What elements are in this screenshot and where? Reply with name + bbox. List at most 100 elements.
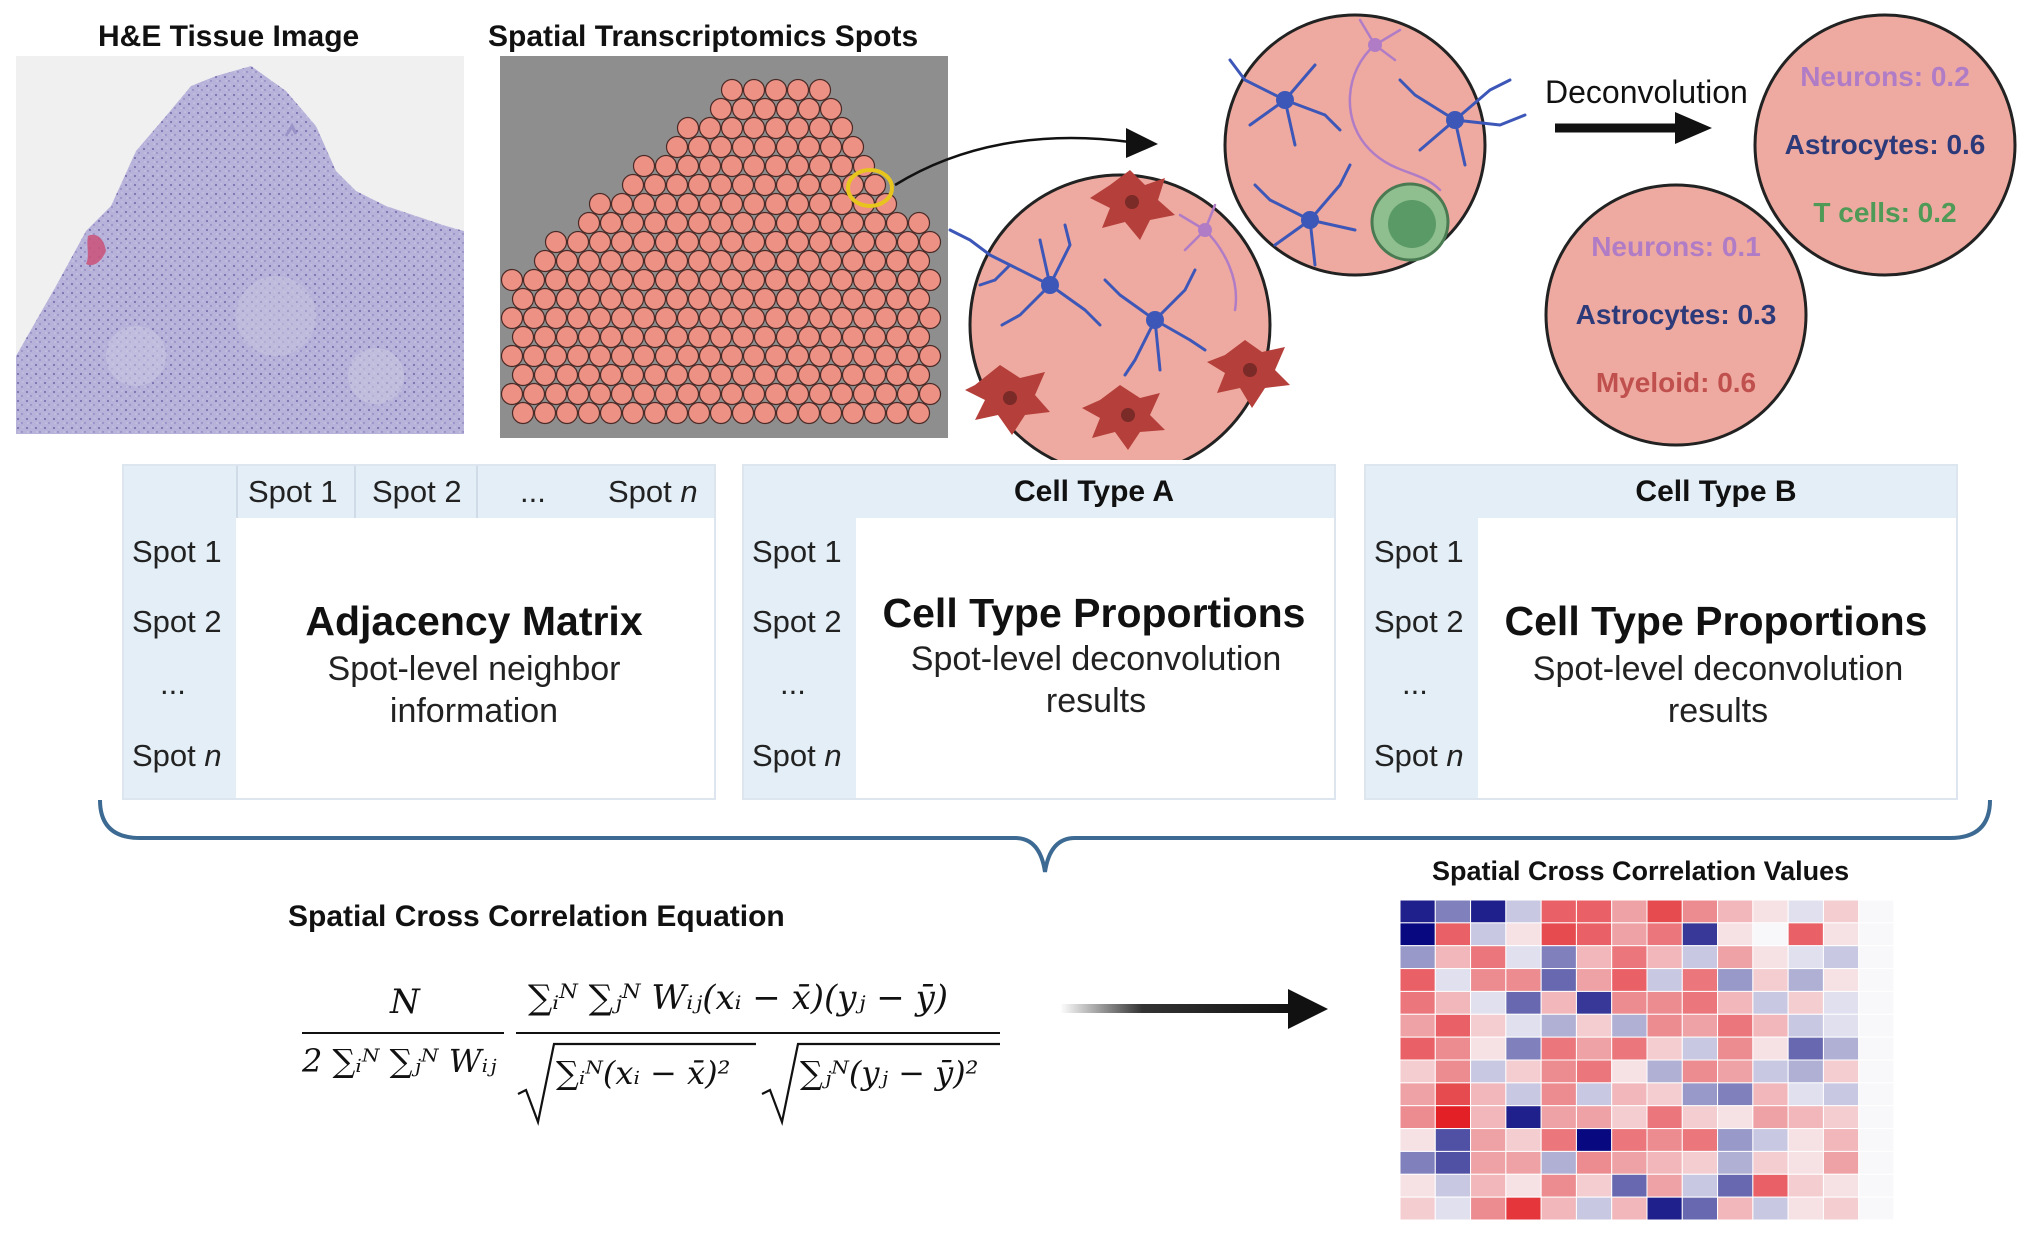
transcriptomics-spot <box>874 382 898 406</box>
transcriptomics-spot <box>797 173 821 197</box>
transcriptomics-spot <box>775 401 799 425</box>
transcriptomics-spot <box>544 344 568 368</box>
heatmap-cell <box>1470 990 1507 1015</box>
heatmap-cell <box>1681 1013 1719 1038</box>
cell-type-a-subtitle: Spot-level deconvolution results <box>910 640 1282 720</box>
cell-type-b-row-header-col <box>1366 466 1478 798</box>
heatmap-cell <box>1505 922 1542 947</box>
transcriptomics-spot <box>698 268 722 292</box>
transcriptomics-spot <box>753 135 777 159</box>
heatmap-cell <box>1400 900 1436 924</box>
transcriptomics-spot <box>753 401 777 425</box>
heatmap-cell <box>1646 1059 1683 1084</box>
heatmap-cell <box>1646 1128 1683 1152</box>
transcriptomics-spot <box>665 211 689 235</box>
transcriptomics-spot <box>775 211 799 235</box>
astrocyte-cells <box>948 58 1527 377</box>
transcriptomics-spot <box>753 97 777 121</box>
heatmap-cell <box>1822 1105 1860 1130</box>
heatmap-heading: Spatial Cross Correlation Values <box>1432 856 1850 886</box>
cell-type-a-panel: Cell Type A Spot 1 Spot 2 ... Spot n Cel… <box>742 464 1336 800</box>
transcriptomics-spot <box>555 287 579 311</box>
transcriptomics-spot <box>753 287 777 311</box>
transcriptomics-spot <box>808 382 832 406</box>
heatmap-cell <box>1646 1150 1683 1175</box>
transcriptomics-spot <box>621 211 645 235</box>
adjacency-row-spot-n: Spot n <box>132 738 222 773</box>
heatmap-cell <box>1822 1013 1860 1038</box>
transcriptomics-spot <box>698 306 722 330</box>
transcriptomics-spot <box>511 287 535 311</box>
transcriptomics-spot <box>808 306 832 330</box>
grouping-brace <box>98 799 1992 873</box>
adjacency-col-separator <box>476 466 478 518</box>
result-circle-2-label-0: Neurons: 0.1 <box>1591 231 1761 262</box>
cell-type-a-title: Cell Type Proportions <box>882 590 1306 636</box>
cell-type-b-title: Cell Type Proportions <box>1504 598 1928 644</box>
transcriptomics-spot <box>742 306 766 330</box>
transcriptomics-spot <box>676 116 700 140</box>
transcriptomics-spot <box>599 401 623 425</box>
transcriptomics-spot <box>676 154 700 178</box>
transcriptomics-spot <box>522 382 546 406</box>
transcriptomics-spot <box>808 116 832 140</box>
heatmap-cell <box>1681 1128 1719 1152</box>
transcriptomics-spot <box>555 363 579 387</box>
heatmap-cell <box>1400 1128 1436 1152</box>
transcriptomics-spot <box>632 268 656 292</box>
transcriptomics-spot <box>533 401 557 425</box>
heatmap-cell <box>1717 1150 1754 1175</box>
equation-right-denominator-b: ∑ⱼᴺ(yⱼ − ȳ)² <box>800 1054 979 1092</box>
heatmap-cell <box>1434 1105 1472 1130</box>
transcriptomics-spot <box>841 401 865 425</box>
transcriptomics-spot <box>555 401 579 425</box>
transcriptomics-spot <box>819 401 843 425</box>
transcriptomics-spot <box>709 135 733 159</box>
heatmap-cell <box>1540 1059 1577 1084</box>
heatmap-cell <box>1575 1059 1613 1084</box>
heatmap-cell <box>1400 968 1436 992</box>
transcriptomics-spot <box>555 325 579 349</box>
transcriptomics-spot <box>786 78 810 102</box>
adjacency-matrix-panel: Spot 1 Spot 2 ... Spot n Spot 1 Spot 2 .… <box>122 464 716 800</box>
transcriptomics-spot <box>698 382 722 406</box>
transcriptomics-spot <box>511 363 535 387</box>
transcriptomics-spot <box>907 249 931 273</box>
transcriptomics-spot <box>731 249 755 273</box>
heatmap-cell <box>1681 1082 1719 1107</box>
heatmap-cell <box>1646 1013 1683 1038</box>
transcriptomics-spot <box>632 382 656 406</box>
transcriptomics-spot <box>874 230 898 254</box>
heatmap-cell <box>1646 922 1683 947</box>
transcriptomics-spot <box>687 249 711 273</box>
heatmap-cell <box>1787 1150 1824 1175</box>
heatmap-cell <box>1470 1013 1507 1038</box>
heatmap-cell <box>1611 1128 1648 1152</box>
transcriptomics-spot <box>742 382 766 406</box>
heatmap-cell <box>1540 1196 1577 1220</box>
heatmap-cell <box>1858 1196 1894 1220</box>
transcriptomics-spot <box>764 78 788 102</box>
transcriptomics-spot <box>808 78 832 102</box>
transcriptomics-spot <box>753 249 777 273</box>
spot-connector-arrow <box>894 136 1131 187</box>
heatmap-cell <box>1470 1128 1507 1152</box>
transcriptomics-spot <box>709 97 733 121</box>
transcriptomics-spot <box>764 192 788 216</box>
transcriptomics-spot <box>731 363 755 387</box>
cell-type-b-subtitle: Spot-level deconvolution results <box>1532 650 1904 730</box>
heatmap-cell <box>1752 1173 1789 1198</box>
transcriptomics-spot <box>742 192 766 216</box>
transcriptomics-spot <box>808 268 832 292</box>
transcriptomics-spot <box>555 249 579 273</box>
transcriptomics-spot <box>918 268 942 292</box>
heatmap-cell <box>1752 1013 1789 1038</box>
transcriptomics-spot <box>566 344 590 368</box>
deconvolution-label: Deconvolution <box>1545 74 1748 110</box>
transcriptomics-spot <box>731 401 755 425</box>
equation-left-numerator: N <box>390 982 420 1022</box>
heatmap-cell <box>1752 1196 1789 1220</box>
heatmap-cell <box>1646 945 1683 970</box>
heatmap-cell <box>1540 1128 1577 1152</box>
transcriptomics-spot <box>709 325 733 349</box>
